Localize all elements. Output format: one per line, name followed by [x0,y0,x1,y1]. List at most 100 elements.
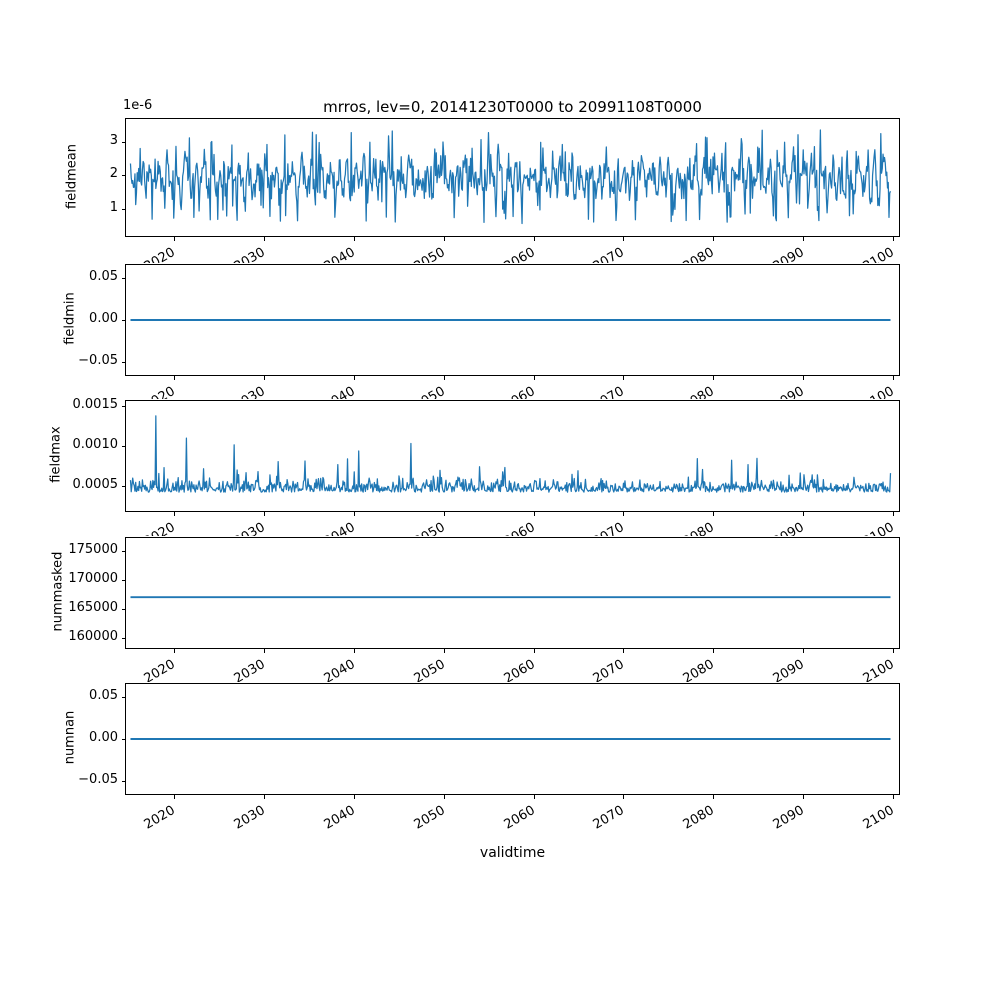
xtick-label-clip: 2040 [284,381,362,399]
subplot-fieldmin [125,264,900,376]
xtick-mark [174,237,176,241]
ytick-label: 0.05 [89,687,118,703]
ytick-label: 175000 [68,542,118,558]
xtick-mark [892,376,894,380]
ytick-mark [121,320,125,321]
y-offset-text: 1e-6 [123,98,153,113]
xtick-label: 2100 [860,803,897,833]
ytick-label: 170000 [68,571,118,587]
xtick-mark [353,512,355,516]
ylabel-fieldmin: fieldmin [62,292,78,345]
xtick-label: 2020 [141,803,179,833]
xtick-label: 2060 [501,520,538,536]
ytick-label: 165000 [68,599,118,615]
xtick-label-clip: 2040 [284,800,362,840]
xtick-label-clip: 2060 [464,517,542,536]
xtick-mark [533,795,535,799]
xtick-mark [443,376,445,380]
ytick-mark [121,208,125,210]
xtick-label-clip: 2050 [374,517,452,536]
xtick-mark [892,237,894,241]
xtick-label-clip: 2100 [823,654,901,682]
xtick-label-clip: 2090 [733,517,811,536]
xtick-label-clip: 2070 [553,242,631,263]
xtick-mark [264,795,266,799]
ytick-mark [121,175,125,177]
ytick-label: 1 [109,199,118,215]
ytick-mark [121,551,125,553]
xtick-label: 2060 [501,657,538,682]
xtick-label-clip: 2030 [194,800,272,840]
xtick-label: 2100 [860,657,897,682]
xtick-mark [803,795,804,799]
subplot-fieldmean [125,118,900,237]
xtick-label: 2070 [590,245,628,263]
xtick-label-clip: 2020 [104,381,182,399]
ytick-label: −0.05 [78,772,118,788]
xtick-label-clip: 2030 [194,242,272,263]
xtick-label-clip: 2100 [823,381,901,399]
xtick-label: 2040 [321,245,358,263]
xtick-label: 2020 [141,245,179,263]
xtick-label-clip: 2050 [374,654,452,682]
xtick-label-clip: 2100 [823,800,901,840]
ytick-mark [121,739,125,740]
subplot-nummasked [125,537,900,649]
subplot-fieldmax [125,400,900,512]
xtick-label: 2070 [590,803,628,833]
plot-area-fieldmin [126,265,899,375]
ytick-label: 0.00 [89,730,118,745]
xtick-label-clip: 2060 [464,654,542,682]
xtick-label-clip: 2080 [643,242,721,263]
ytick-label: 3 [109,133,118,148]
xtick-label-clip: 2070 [553,517,631,536]
xtick-label: 2040 [321,657,358,682]
xtick-mark [174,649,176,653]
ytick-mark [121,362,125,364]
xtick-mark [892,795,894,799]
ytick-mark [121,486,125,488]
ytick-mark [121,608,125,610]
xtick-mark [803,237,804,241]
xtick-label-clip: 2050 [374,800,452,840]
data-line-fieldmax [130,416,890,492]
xtick-mark [264,649,266,653]
xtick-mark [623,795,625,799]
xtick-mark [533,649,535,653]
xtick-mark [443,795,445,799]
xtick-mark [353,237,355,241]
xtick-mark [713,512,715,516]
xtick-label: 2040 [321,803,358,833]
xtick-label-clip: 2090 [733,242,811,263]
xtick-mark [803,512,804,516]
xtick-label: 2050 [411,520,448,536]
xtick-label: 2080 [680,803,717,833]
ytick-mark [121,637,125,639]
xtick-mark [264,376,266,380]
xtick-label-clip: 2030 [194,381,272,399]
xtick-label-clip: 2080 [643,517,721,536]
xtick-mark [623,512,625,516]
xtick-label-clip: 2050 [374,242,452,263]
plot-area-fieldmean [126,119,899,236]
xtick-mark [892,649,894,653]
xtick-label: 2050 [411,803,448,833]
xtick-label: 2020 [141,657,179,682]
xtick-label-clip: 2060 [464,800,542,840]
xtick-mark [713,649,715,653]
xtick-label: 2090 [770,245,807,263]
ytick-mark [121,446,125,448]
plot-area-numnan [126,684,899,794]
xtick-label-clip: 2020 [104,517,182,536]
xtick-label: 2060 [501,245,538,263]
xtick-label: 2030 [231,520,268,536]
xtick-mark [443,649,445,653]
xtick-label: 2030 [231,245,268,263]
xtick-label: 2080 [680,245,717,263]
xtick-mark [443,512,445,516]
xtick-mark [623,649,625,653]
xtick-label: 2080 [680,520,717,536]
xtick-mark [174,512,176,516]
xtick-label-clip: 2040 [284,654,362,682]
